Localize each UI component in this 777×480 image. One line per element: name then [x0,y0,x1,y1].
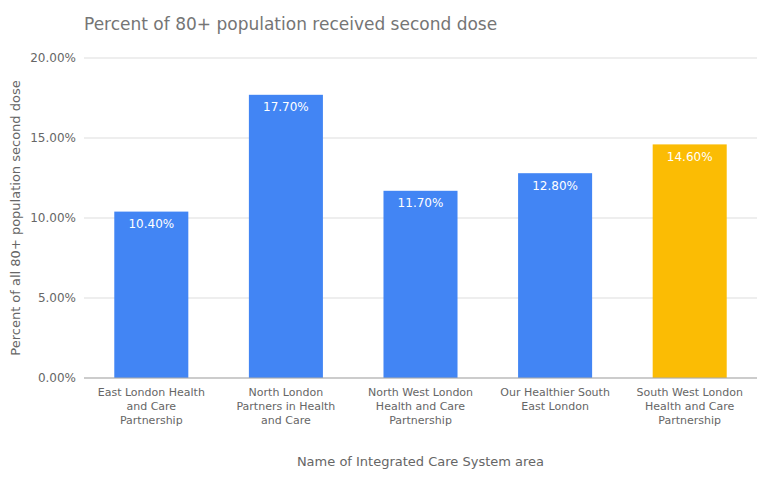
x-tick-label: North West LondonHealth and CarePartners… [368,386,473,427]
chart-title: Percent of 80+ population received secon… [84,14,497,34]
data-label: 10.40% [128,217,174,231]
bar [249,95,323,378]
bar [518,173,592,378]
y-tick-label: 10.00% [30,211,76,225]
bar [383,191,457,378]
grid-line [84,378,757,379]
x-axis-label: Name of Integrated Care System area [297,454,544,469]
y-tick-label: 0.00% [38,371,76,385]
x-tick-label: East London Healthand CarePartnership [98,386,205,427]
grid-line [84,138,757,139]
grid-line [84,58,757,59]
bars [114,95,726,378]
y-tick-label: 5.00% [38,291,76,305]
y-axis-label: Percent of all 80+ population second dos… [8,80,23,355]
data-label: 14.60% [667,150,713,164]
x-tick-label: South West LondonHealth and CarePartners… [637,386,743,427]
data-label: 11.70% [398,196,444,210]
chart-container: 0.00% 5.00% 10.00% 15.00% 20.00% 10.40% 17.70%… [0,0,777,480]
bar [114,212,188,378]
y-tick-label: 20.00% [30,51,76,65]
data-label: 12.80% [532,179,578,193]
x-tick-label: North LondonPartners in Healthand Care [236,386,335,427]
x-tick-label: Our Healthier SouthEast London [500,386,610,413]
x-axis-line [84,378,757,379]
chart-svg: 0.00% 5.00% 10.00% 15.00% 20.00% 10.40% 17.70%… [0,0,777,480]
y-tick-label: 15.00% [30,131,76,145]
bar [653,144,727,378]
data-label: 17.70% [263,100,309,114]
